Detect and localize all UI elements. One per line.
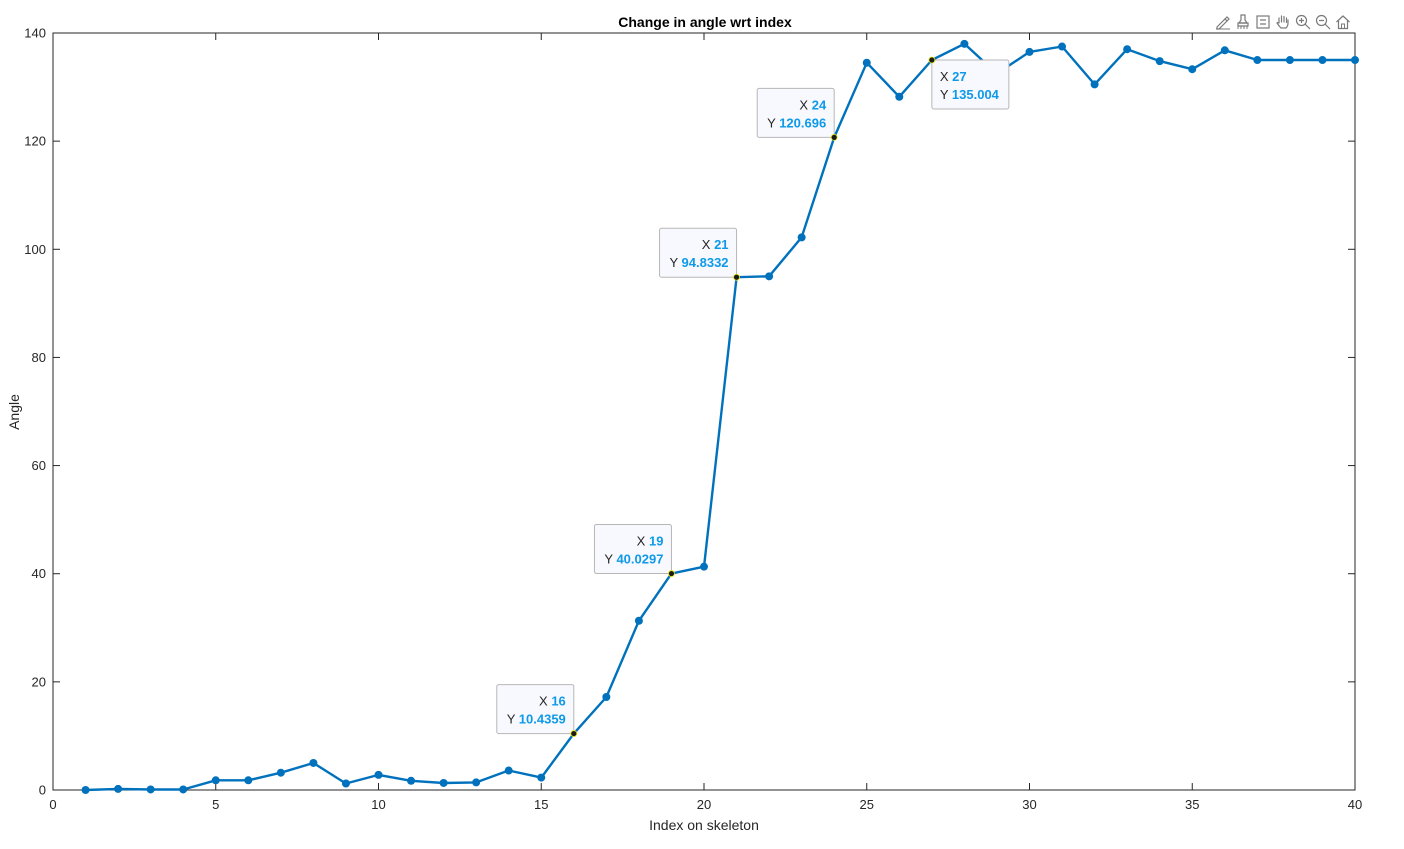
datatip-box [931, 59, 1010, 110]
data-point[interactable] [1058, 42, 1067, 51]
data-point[interactable] [309, 758, 318, 767]
axes-box [52, 32, 1356, 791]
zoom-in-icon[interactable] [1294, 12, 1312, 32]
y-tick-label: 140 [24, 26, 46, 41]
data-point[interactable] [765, 272, 774, 281]
datatip-marker[interactable] [570, 730, 578, 737]
data-point[interactable] [700, 562, 708, 571]
data-point[interactable] [1188, 65, 1197, 74]
pan-hand-icon[interactable] [1274, 12, 1292, 32]
datatip-marker[interactable] [733, 273, 740, 281]
data-point[interactable] [114, 784, 123, 793]
datatip-x-text: X 16 [539, 694, 566, 709]
data-point[interactable] [862, 58, 871, 67]
data-point[interactable] [341, 779, 350, 788]
x-tick-label: 40 [1348, 797, 1362, 812]
data-point[interactable] [81, 786, 90, 794]
x-axis-title: Index on skeleton [649, 817, 759, 833]
data-point[interactable] [1155, 57, 1164, 66]
chart-title: Change in angle wrt index [618, 14, 792, 30]
datatip-y-text: Y 135.004 [940, 87, 1000, 102]
data-point[interactable] [1318, 56, 1327, 65]
zoom-out-icon[interactable] [1314, 12, 1332, 32]
data-point[interactable] [1351, 56, 1359, 65]
datatip-y-text: Y 120.696 [767, 115, 826, 130]
data-point[interactable] [439, 778, 448, 787]
y-tick-label: 120 [24, 134, 46, 149]
data-point[interactable] [211, 776, 220, 785]
restore-view-icon[interactable] [1254, 12, 1272, 32]
datatip-marker[interactable] [668, 570, 675, 577]
data-point[interactable] [1090, 80, 1099, 89]
y-tick-label: 20 [32, 674, 46, 689]
x-tick-label: 35 [1185, 797, 1199, 812]
datatip-box [756, 87, 835, 138]
data-point[interactable] [1025, 47, 1034, 56]
data-point[interactable] [374, 770, 383, 779]
series-line [85, 42, 1355, 792]
data-cursor-icon[interactable] [1234, 12, 1252, 32]
x-tick-label: 0 [49, 797, 56, 812]
data-point[interactable] [504, 766, 513, 775]
x-tick-label: 10 [371, 797, 385, 812]
data-point[interactable] [1253, 56, 1262, 65]
datatip-y-text: Y 10.4359 [507, 712, 566, 727]
data-point[interactable] [634, 616, 643, 625]
data-point[interactable] [797, 233, 806, 242]
y-tick-label: 100 [24, 242, 46, 257]
x-tick-label: 5 [212, 797, 219, 812]
y-tick-label: 60 [32, 458, 46, 473]
data-point[interactable] [537, 773, 546, 782]
datatip-marker[interactable] [830, 133, 838, 141]
data-point[interactable] [276, 768, 285, 777]
datatip-y-text: Y 40.0297 [604, 552, 663, 567]
data-point[interactable] [1285, 56, 1294, 65]
data-point[interactable] [179, 785, 188, 794]
y-tick-label: 0 [39, 783, 46, 798]
brush-edit-icon[interactable] [1214, 12, 1232, 32]
data-point[interactable] [244, 776, 253, 785]
axes-toolbar [1214, 11, 1352, 33]
datatip-y-text: Y 94.8332 [669, 255, 728, 270]
datatip-marker[interactable] [928, 56, 936, 64]
datatip-x-text: X 19 [637, 534, 664, 549]
x-tick-label: 20 [697, 797, 711, 812]
home-icon[interactable] [1334, 12, 1352, 32]
data-point[interactable] [472, 778, 481, 787]
data-point[interactable] [1123, 45, 1132, 54]
datatip-box [496, 684, 575, 735]
data-point[interactable] [1220, 46, 1229, 55]
x-tick-label: 15 [534, 797, 548, 812]
data-point[interactable] [602, 692, 611, 701]
y-axis-title: Angle [6, 394, 22, 430]
data-point[interactable] [895, 92, 904, 101]
datatip-x-text: X 21 [702, 237, 729, 252]
data-point[interactable] [407, 776, 416, 785]
x-tick-label: 30 [1022, 797, 1036, 812]
x-tick-label: 25 [860, 797, 874, 812]
datatip-box [659, 227, 738, 278]
data-point[interactable] [960, 39, 969, 48]
datatip-box [593, 524, 672, 575]
plot-area: 0 5 10 15 20 25 30 35 40 0 20 40 60 80 100 120 140 X 16 Y … [24, 26, 1362, 813]
data-point[interactable] [146, 785, 155, 794]
y-tick-label: 80 [32, 350, 46, 365]
datatip-x-text: X 24 [799, 97, 827, 112]
datatip-x-text: X 27 [940, 69, 967, 84]
y-tick-label: 40 [32, 566, 46, 581]
